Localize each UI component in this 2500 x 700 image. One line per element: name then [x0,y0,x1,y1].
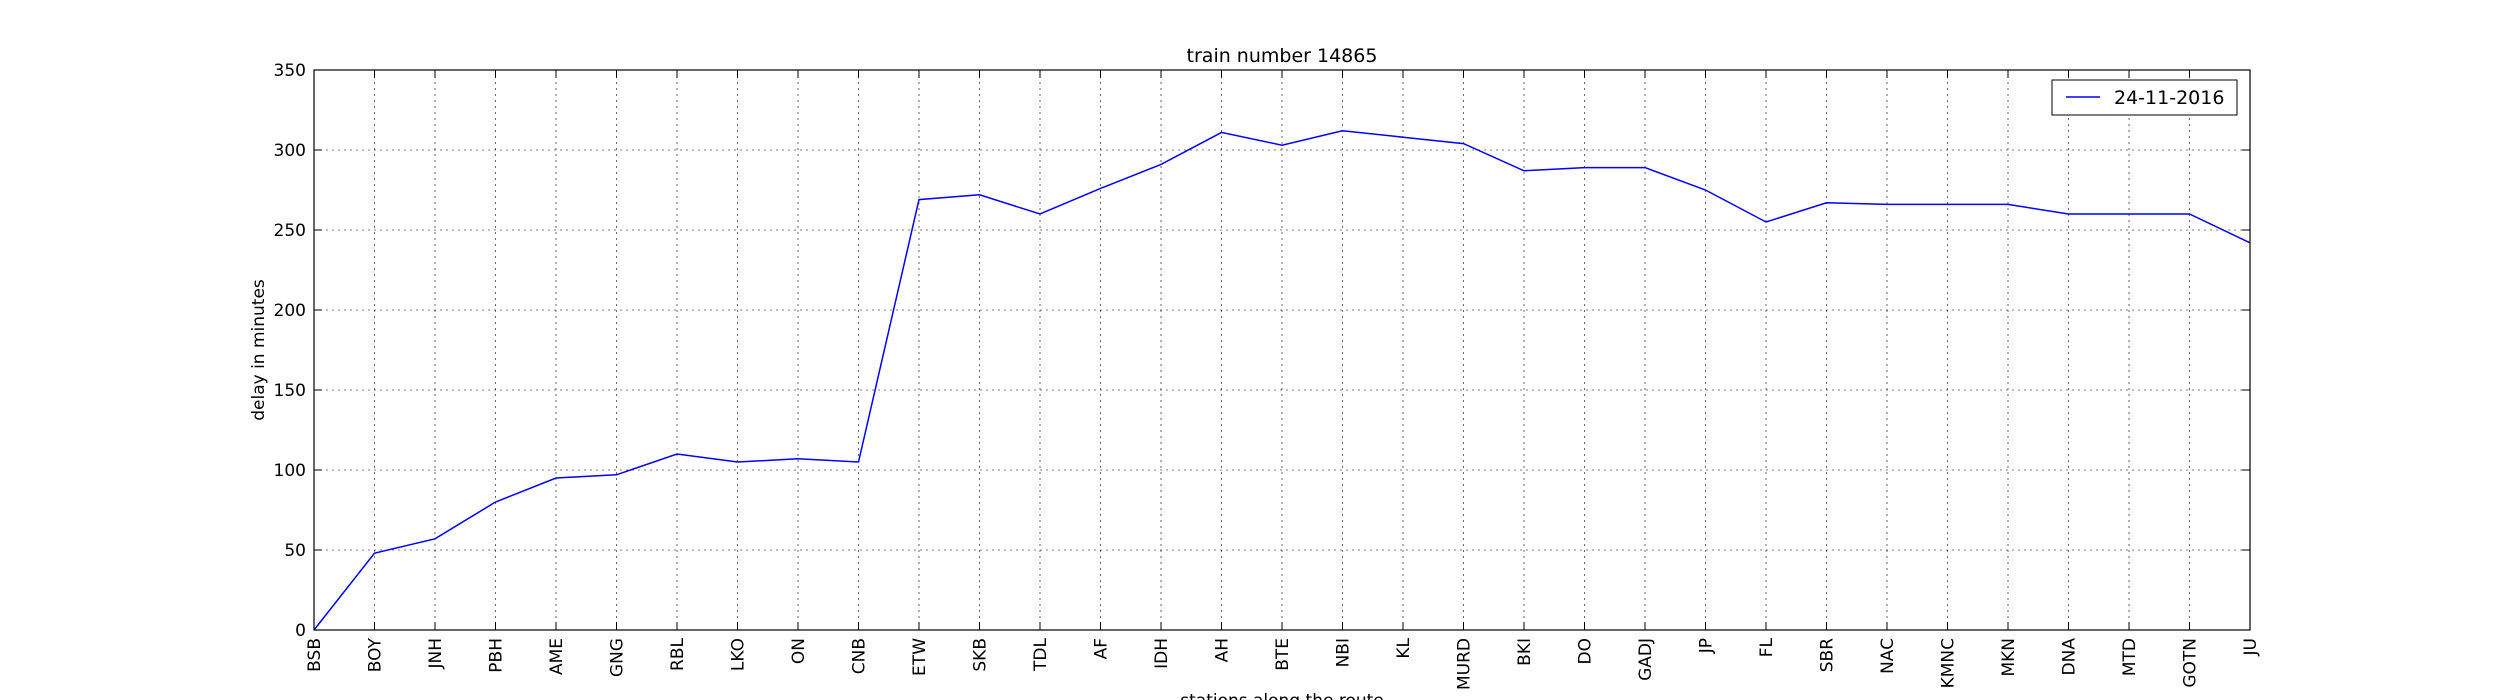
x-tick-label: JNH [426,638,446,670]
x-tick-label: KL [1394,637,1414,658]
x-tick-label: SKB [971,638,991,672]
y-tick-label: 100 [274,461,306,481]
x-tick-label: NBI [1334,638,1354,667]
x-tick-label: GNG [608,638,628,677]
x-tick-label: DNA [2060,638,2080,676]
series-line [313,130,2251,631]
x-axis-label: stations along the route [1180,691,1384,700]
y-tick-label: 250 [274,221,306,241]
y-tick-label: 50 [284,541,306,561]
y-tick-label: 350 [274,61,306,81]
x-tick-label: FL [1757,637,1777,657]
series-lines [313,130,2251,631]
x-tick-label: MKN [1999,638,2019,677]
x-tick-label: AH [1213,638,1233,662]
x-tick-label: NAC [1878,638,1898,674]
x-tick-label: MTD [2120,638,2140,676]
x-tick-label: JP [1697,638,1717,654]
x-tick-label: ON [789,638,809,664]
x-tick-label: BOY [366,637,386,672]
plot-area [314,70,2250,630]
x-tick-label: GOTN [2181,638,2201,688]
x-tick-label: DO [1576,638,1596,664]
y-axis-label: delay in minutes [249,279,269,421]
x-tick-label: BTE [1273,638,1293,671]
x-tick-label: JU [2241,638,2261,656]
legend-label: 24-11-2016 [2114,87,2224,109]
x-tick-label: ETW [910,638,930,676]
chart-title: train number 14865 [1187,45,1378,67]
grid-lines [314,70,2250,630]
x-tick-label: GADJ [1636,638,1656,681]
y-tick-label: 0 [295,621,306,641]
x-tick-label: PBH [487,638,507,673]
x-tick-label: TDL [1031,637,1051,671]
x-tick-label: BSB [305,638,325,672]
y-tick-label: 150 [274,381,306,401]
legend: 24-11-2016 [2051,79,2238,116]
x-tick-label: RBL [668,637,688,670]
x-tick-label: BKI [1515,638,1535,666]
y-tick-label: 300 [274,141,306,161]
x-tick-label: LKO [729,638,749,671]
x-tick-label: IDH [1152,638,1172,669]
x-tick-label: KMNC [1939,638,1959,688]
x-tick-label: CNB [850,638,870,674]
x-tick-label: SBR [1818,638,1838,672]
x-tick-label: AF [1092,638,1112,659]
x-tick-label: AME [547,638,567,675]
y-tick-label: 200 [274,301,306,321]
x-tick-label: MURD [1455,638,1475,690]
axis-ticks: 0 50 100 150 200 250 300 350 BSB BOY JNH PBH AME GNG R… [274,61,2261,690]
